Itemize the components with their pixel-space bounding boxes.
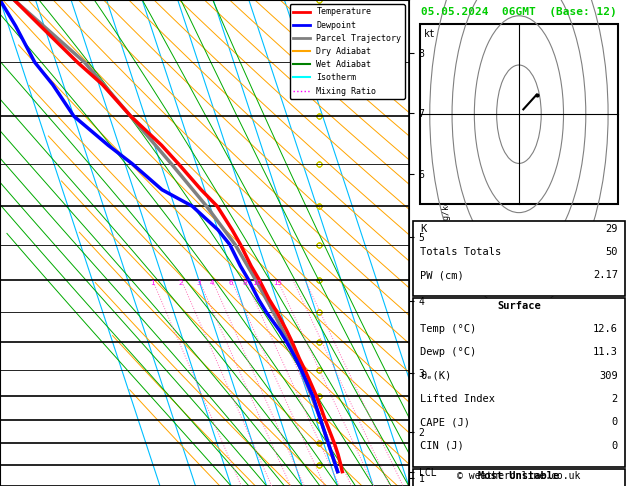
Text: 8: 8: [243, 280, 247, 286]
Text: 10: 10: [252, 280, 261, 286]
Text: 3: 3: [197, 280, 201, 286]
Text: 2: 2: [179, 280, 183, 286]
Text: 6: 6: [229, 280, 233, 286]
Text: Lifted Index: Lifted Index: [420, 394, 495, 404]
Bar: [413, 298, 625, 467]
Text: 0: 0: [612, 441, 618, 451]
Text: Mixing Ratio (g/kg): Mixing Ratio (g/kg): [442, 195, 450, 291]
Text: 12.6: 12.6: [593, 324, 618, 334]
Text: CIN (J): CIN (J): [420, 441, 464, 451]
Text: Dewp (°C): Dewp (°C): [420, 347, 476, 358]
Text: Totals Totals: Totals Totals: [420, 247, 501, 257]
Text: 309: 309: [599, 371, 618, 381]
Text: 29: 29: [606, 224, 618, 234]
Text: Surface: Surface: [497, 301, 541, 311]
Text: PW (cm): PW (cm): [420, 270, 464, 280]
Text: 0: 0: [612, 417, 618, 428]
Text: K: K: [420, 224, 426, 234]
Text: 2.17: 2.17: [593, 270, 618, 280]
Text: 1: 1: [150, 280, 155, 286]
Text: 15: 15: [273, 280, 282, 286]
Text: 05.05.2024  06GMT  (Base: 12): 05.05.2024 06GMT (Base: 12): [421, 7, 617, 17]
Bar: [420, 24, 618, 204]
Text: Most Unstable: Most Unstable: [478, 471, 560, 482]
Text: Temp (°C): Temp (°C): [420, 324, 476, 334]
Text: 2: 2: [612, 394, 618, 404]
Text: © weatheronline.co.uk: © weatheronline.co.uk: [457, 471, 581, 481]
Bar: [413, 221, 625, 296]
Bar: [413, 469, 625, 486]
Text: 50: 50: [606, 247, 618, 257]
Text: θₑ(K): θₑ(K): [420, 371, 451, 381]
Text: 4: 4: [210, 280, 214, 286]
Text: 11.3: 11.3: [593, 347, 618, 358]
Legend: Temperature, Dewpoint, Parcel Trajectory, Dry Adiabat, Wet Adiabat, Isotherm, Mi: Temperature, Dewpoint, Parcel Trajectory…: [290, 4, 404, 99]
Text: kt: kt: [425, 29, 436, 39]
Text: CAPE (J): CAPE (J): [420, 417, 470, 428]
